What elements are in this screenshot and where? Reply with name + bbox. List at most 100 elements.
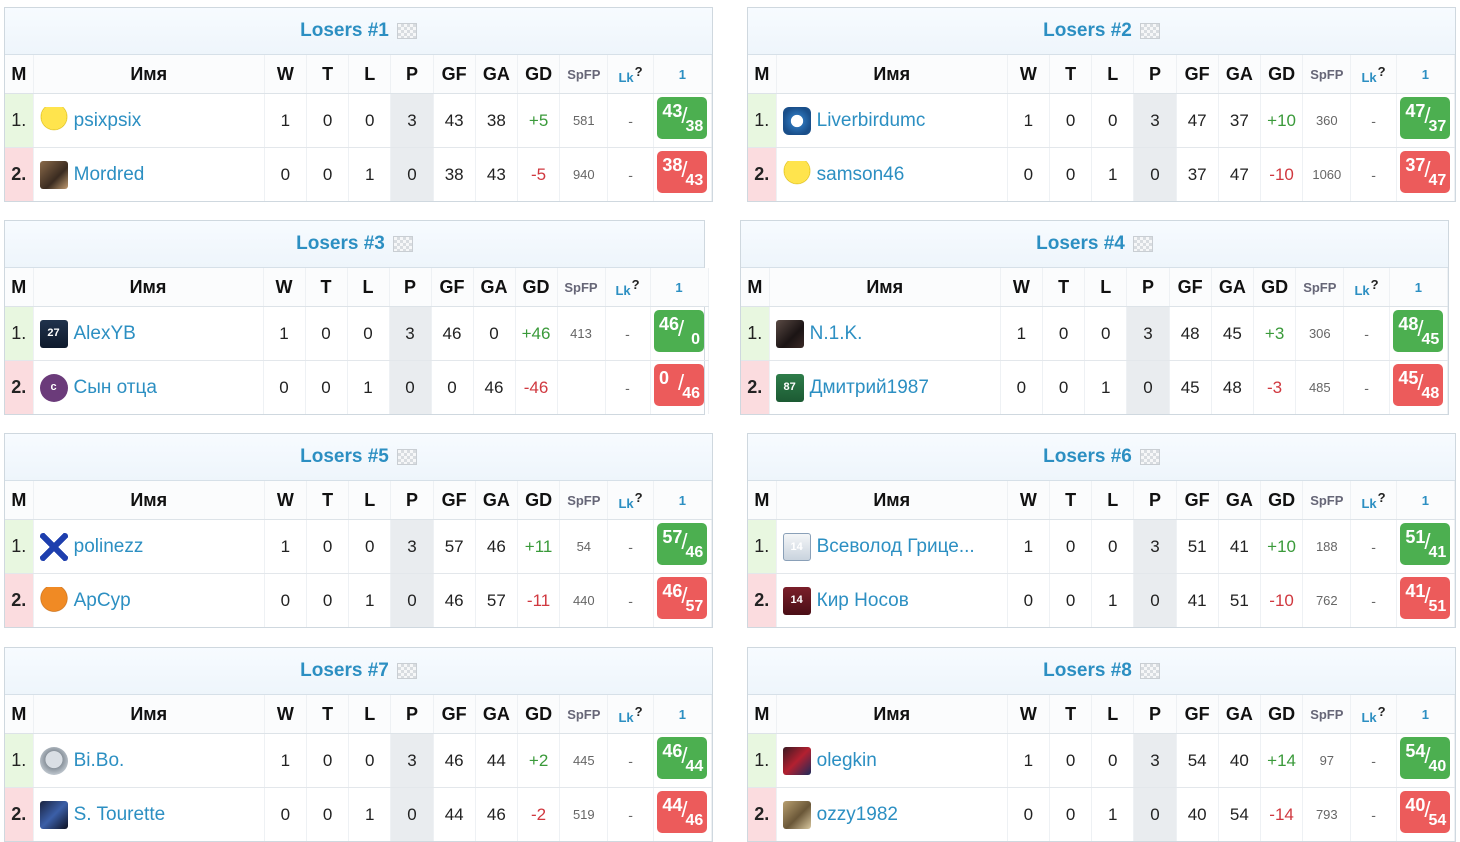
player-link[interactable]: Liverbirdumc [816, 109, 926, 131]
column-header-round[interactable]: 1 [653, 55, 713, 94]
column-header-t: T [306, 481, 350, 520]
player-cell: ozzy1982 [776, 787, 1008, 841]
help-icon[interactable]: ? [634, 703, 643, 719]
group-title-link[interactable]: Losers #2 [1043, 20, 1132, 41]
help-icon[interactable]: ? [1370, 276, 1379, 292]
match-score-badge[interactable]: 57/46 [657, 523, 708, 565]
match-score-badge[interactable]: 48/45 [1393, 310, 1444, 352]
player-link[interactable]: psixpsix [73, 109, 142, 131]
player-link[interactable]: Сын отца [73, 376, 157, 398]
column-header-ga-label: GA [1225, 703, 1253, 724]
column-header-lk[interactable]: Lk? [1343, 268, 1390, 307]
help-icon[interactable]: ? [1377, 489, 1386, 505]
column-header-l-label: L [1107, 489, 1119, 510]
points-cell: 3 [1133, 93, 1177, 148]
position-cell: 2. [741, 360, 770, 414]
group-title-link[interactable]: Losers #6 [1043, 446, 1132, 467]
help-icon[interactable]: ? [1377, 63, 1386, 79]
t-cell: 0 [1049, 573, 1093, 627]
column-header-t-label: T [1065, 703, 1077, 724]
player-link[interactable]: ApCyp [73, 589, 131, 611]
column-header-gf-label: GF [1184, 703, 1210, 724]
help-icon[interactable]: ? [1377, 703, 1386, 719]
match-score-badge[interactable]: 46/57 [657, 577, 708, 619]
group-title-link[interactable]: Losers #3 [296, 233, 385, 254]
match-score-badge[interactable]: 46/ 0 [654, 310, 704, 352]
match-score-badge[interactable]: 41/51 [1400, 577, 1451, 619]
column-header-l-label: L [362, 276, 374, 297]
help-icon[interactable]: ? [631, 276, 640, 292]
column-header-round[interactable]: 1 [1396, 695, 1456, 734]
column-header-l: L [348, 481, 392, 520]
t-cell: 0 [1049, 93, 1093, 148]
match-score-badge[interactable]: 44/46 [657, 791, 708, 833]
score-cell: 47/37 [1396, 93, 1456, 148]
position-cell: 2. [5, 360, 34, 414]
column-header-lk[interactable]: Lk? [607, 481, 654, 520]
match-score-badge[interactable]: 38/43 [657, 151, 708, 193]
column-header-round-label: 1 [1414, 279, 1422, 295]
column-header-lk[interactable]: Lk? [1350, 55, 1397, 94]
help-icon[interactable]: ? [634, 489, 643, 505]
gf-cell: 41 [1176, 573, 1219, 627]
player-link[interactable]: samson46 [816, 163, 905, 185]
score-for: 46 [662, 741, 683, 761]
player-link[interactable]: Кир Носов [816, 589, 909, 611]
group-table: Losers #5 M Имя W T L P GF GA GD SpFP Lk? 1 1. polinez… [4, 433, 713, 628]
match-score-badge[interactable]: 43/38 [657, 97, 708, 139]
player-link[interactable]: Mordred [73, 163, 145, 185]
column-header-lk[interactable]: Lk? [1350, 695, 1397, 734]
player-link[interactable]: Bi.Bo. [73, 749, 125, 771]
player-link[interactable]: AlexYB [73, 322, 136, 344]
match-score-badge[interactable]: 45/48 [1393, 364, 1444, 406]
points-cell: 0 [1133, 147, 1177, 201]
score-cell: 45/48 [1389, 360, 1449, 414]
column-header-round[interactable]: 1 [653, 481, 713, 520]
column-header-round-label: 1 [678, 66, 686, 82]
column-header-lk[interactable]: Lk? [607, 695, 654, 734]
column-header-lk[interactable]: Lk? [607, 55, 654, 94]
checkered-flag-icon [1139, 449, 1160, 465]
column-header-gf: GF [433, 481, 476, 520]
group-title-link[interactable]: Losers #1 [300, 20, 389, 41]
score-cell: 57/46 [653, 519, 713, 574]
match-score-badge[interactable]: 54/40 [1400, 737, 1451, 779]
column-header-ga: GA [475, 55, 518, 94]
score-separator: / [1424, 157, 1431, 182]
player-link[interactable]: Дмитрий1987 [809, 376, 929, 398]
group-title-link[interactable]: Losers #8 [1043, 660, 1132, 681]
match-score-badge[interactable]: 0 /46 [654, 364, 704, 406]
match-score-badge[interactable]: 51/41 [1400, 523, 1451, 565]
match-score-badge[interactable]: 37/47 [1400, 151, 1451, 193]
group-title-link[interactable]: Losers #5 [300, 446, 389, 467]
player-link[interactable]: ozzy1982 [816, 803, 898, 825]
group-title-link[interactable]: Losers #4 [1036, 233, 1125, 254]
header-row: M Имя W T L P GF GA GD SpFP Lk? 1 [5, 481, 713, 520]
help-icon[interactable]: ? [634, 63, 643, 79]
player-link[interactable]: N.1.K. [809, 322, 863, 344]
column-header-round[interactable]: 1 [1389, 268, 1449, 307]
match-score-badge[interactable]: 47/37 [1400, 97, 1451, 139]
gd-cell: -2 [517, 787, 561, 841]
group-title-link[interactable]: Losers #7 [300, 660, 389, 681]
l-cell: 1 [347, 360, 390, 414]
column-header-lk[interactable]: Lk? [1350, 481, 1397, 520]
lk-cell: - [1350, 93, 1397, 148]
match-score-badge[interactable]: 46/44 [657, 737, 708, 779]
column-header-m: M [5, 55, 34, 94]
column-header-l-label: L [1107, 63, 1119, 84]
column-header-round[interactable]: 1 [1396, 481, 1456, 520]
lk-cell: - [1350, 147, 1397, 201]
match-score-badge[interactable]: 40/54 [1400, 791, 1451, 833]
player-link[interactable]: S. Tourette [73, 803, 166, 825]
column-header-gf: GF [1169, 268, 1212, 307]
column-header-p-label: P [405, 63, 418, 84]
column-header-round[interactable]: 1 [650, 268, 709, 307]
avatar-label: 14 [790, 540, 803, 553]
player-link[interactable]: Всеволод Грице... [816, 535, 975, 557]
column-header-round[interactable]: 1 [1396, 55, 1456, 94]
player-link[interactable]: olegkin [816, 749, 877, 771]
column-header-lk[interactable]: Lk? [605, 268, 651, 307]
player-link[interactable]: polinezz [73, 535, 144, 557]
column-header-round[interactable]: 1 [653, 695, 713, 734]
